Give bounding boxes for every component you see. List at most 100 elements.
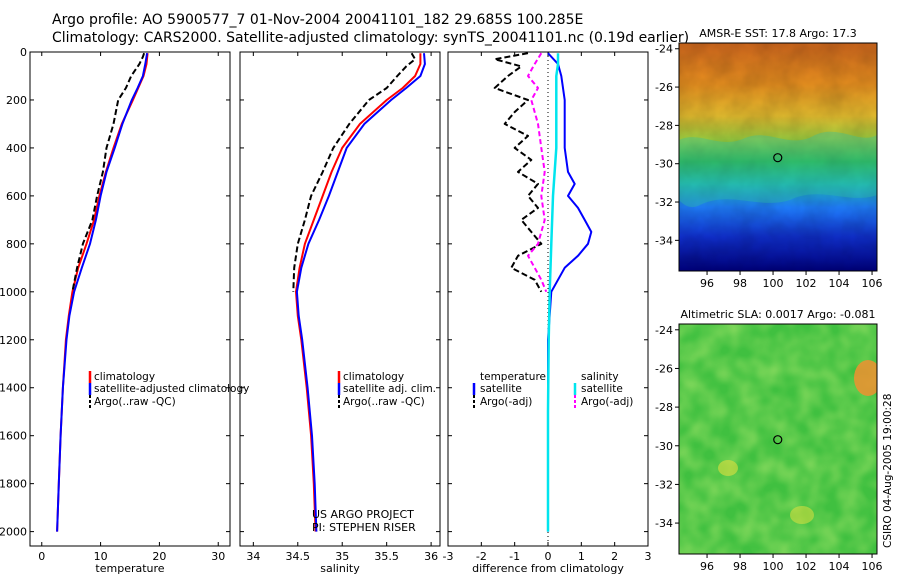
x-tick-label: 0 (38, 550, 45, 563)
map-x-tick-label: 102 (796, 277, 817, 290)
legend-climatology: climatology (343, 371, 404, 383)
series-argo-raw-qc (292, 52, 417, 292)
map-y-tick-label: -28 (655, 119, 673, 132)
sst-front (679, 131, 877, 208)
legend-sal-satellite: satellite (581, 383, 623, 395)
y-tick-label: 1400 (0, 382, 27, 395)
series-salinity-satellite (546, 53, 560, 532)
series-salinity-argo-adj (527, 52, 548, 293)
map-x-tick-label: 98 (733, 277, 747, 290)
x-tick-label: 1 (578, 550, 585, 563)
x-tick-label: 3 (645, 550, 652, 563)
series-climatology (56, 53, 149, 532)
map-y-tick-label: -32 (655, 478, 673, 491)
sla-patch (718, 460, 738, 476)
title-line-1: Argo profile: AO 5900577_7 01-Nov-2004 2… (52, 12, 584, 28)
y-tick-label: 1000 (0, 286, 27, 299)
map-x-tick-label: 98 (733, 560, 747, 573)
map-y-tick-label: -30 (655, 158, 673, 171)
x-tick-label: 2 (611, 550, 618, 563)
x-tick-label: 35 (335, 550, 349, 563)
x-tick-label: 34.5 (286, 550, 311, 563)
map-x-tick-label: 102 (796, 560, 817, 573)
sst-texture (679, 43, 877, 271)
argo-location-marker (773, 153, 783, 163)
map-y-tick-label: -30 (655, 440, 673, 453)
map-x-tick-label: 104 (829, 560, 850, 573)
legend-temperature-heading: temperature (480, 371, 546, 383)
map-x-tick-label: 106 (862, 277, 883, 290)
temperature-xlabel: temperature (95, 562, 164, 575)
map-x-tick-label: 96 (700, 277, 714, 290)
sst-map: AMSR-E SST: 17.8 Argo: 17.3 96 98 100 102 10… (655, 27, 883, 290)
y-tick-label: 1600 (0, 430, 27, 443)
map-x-tick-label: 100 (763, 277, 784, 290)
map-y-tick-label: -34 (655, 234, 673, 247)
sla-texture (679, 324, 877, 554)
y-tick-label: 400 (6, 142, 27, 155)
map-y-tick-label: -24 (655, 324, 673, 337)
map-y-tick-label: -24 (655, 43, 673, 56)
legend-temp-satellite: satellite (480, 383, 522, 395)
series-temperature-argo-adj (493, 52, 543, 293)
sst-map-title: AMSR-E SST: 17.8 Argo: 17.3 (699, 27, 857, 40)
map-x-tick-label: 104 (829, 277, 850, 290)
difference-xlabel: difference from climatology (472, 562, 624, 575)
map-y-tick-label: -26 (655, 81, 673, 94)
series-climatology (295, 53, 422, 532)
salinity-legend: climatology satellite adj. clim. Argo(..… (337, 371, 436, 408)
csiro-timestamp: CSIRO 04-Aug-2005 19:00:28 (882, 394, 894, 548)
map-x-tick-label: 106 (862, 560, 883, 573)
sla-map-frame (678, 323, 878, 555)
sla-map-title: Altimetric SLA: 0.0017 Argo: -0.081 (681, 308, 876, 321)
x-tick-label: 36 (424, 550, 438, 563)
map-y-tick-label: -32 (655, 196, 673, 209)
y-tick-label: 600 (6, 190, 27, 203)
x-tick-label: -1 (509, 550, 520, 563)
x-tick-label: 20 (152, 550, 166, 563)
pi-credit: PI: STEPHEN RISER (312, 521, 416, 534)
y-tick-label: 1800 (0, 478, 27, 491)
series-satellite-adj-clim (295, 53, 426, 532)
y-tick-label: 800 (6, 238, 27, 251)
x-tick-label: 34 (246, 550, 260, 563)
sst-map-frame (678, 42, 878, 272)
map-x-tick-label: 100 (763, 560, 784, 573)
x-tick-label: -2 (476, 550, 487, 563)
legend-satellite: satellite-adjusted climatology (94, 383, 249, 395)
legend-satellite: satellite adj. clim. (343, 383, 436, 395)
salinity-panel (239, 51, 441, 547)
map-x-tick-label: 96 (700, 560, 714, 573)
sla-map: Altimetric SLA: 0.0017 Argo: -0.081 96 98… (655, 308, 883, 573)
difference-legend: temperature satellite Argo(-adj) salinit… (472, 371, 633, 408)
x-tick-label: 0 (545, 550, 552, 563)
temperature-panel (29, 51, 231, 547)
map-y-tick-label: -26 (655, 362, 673, 375)
y-tick-label: 2000 (0, 526, 27, 539)
map-y-tick-label: -28 (655, 401, 673, 414)
argo-location-marker (773, 435, 783, 445)
salinity-xlabel: salinity (320, 562, 360, 575)
legend-temp-argo: Argo(-adj) (480, 396, 532, 408)
sla-high-patch (854, 360, 877, 396)
legend-sal-argo: Argo(-adj) (581, 396, 633, 408)
y-tick-label: 200 (6, 94, 27, 107)
x-tick-label: 10 (94, 550, 108, 563)
legend-climatology: climatology (94, 371, 155, 383)
series-temperature-satellite (547, 52, 593, 532)
project-credit: US ARGO PROJECT (312, 508, 414, 521)
y-tick-label: 1200 (0, 334, 27, 347)
sla-patch (790, 506, 814, 524)
legend-salinity-heading: salinity (581, 371, 619, 383)
series-argo-raw-qc (71, 52, 146, 292)
legend-argo: Argo(..raw -QC) (343, 396, 425, 408)
series-satellite-adjusted-climatology (56, 53, 149, 532)
x-tick-label: 30 (211, 550, 225, 563)
x-tick-label: -3 (443, 550, 454, 563)
y-tick-label: 0 (20, 46, 27, 59)
legend-argo: Argo(..raw -QC) (94, 396, 176, 408)
temperature-legend: climatology satellite-adjusted climatolo… (88, 371, 249, 408)
map-y-tick-label: -34 (655, 517, 673, 530)
x-tick-label: 35.5 (374, 550, 399, 563)
